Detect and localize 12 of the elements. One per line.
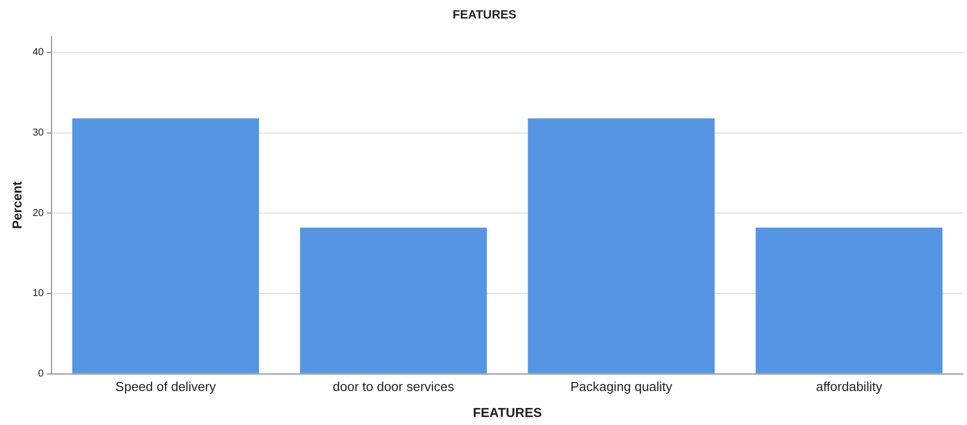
y-tick-label: 30: [32, 128, 44, 139]
y-tick-label: 20: [32, 208, 44, 219]
x-tick-label: Packaging quality: [570, 379, 673, 394]
x-tick-label: door to door services: [332, 379, 455, 394]
y-tick-label: 10: [32, 288, 44, 300]
chart-title: FEATURES: [452, 8, 516, 22]
y-axis-title: Percent: [9, 180, 24, 229]
x-tick-label: Speed of delivery: [115, 379, 216, 394]
x-tick-label: affordability: [816, 379, 883, 394]
x-axis-title: FEATURES: [472, 404, 542, 420]
y-tick-label: 0: [38, 368, 44, 380]
y-tick-label: 40: [32, 47, 44, 58]
